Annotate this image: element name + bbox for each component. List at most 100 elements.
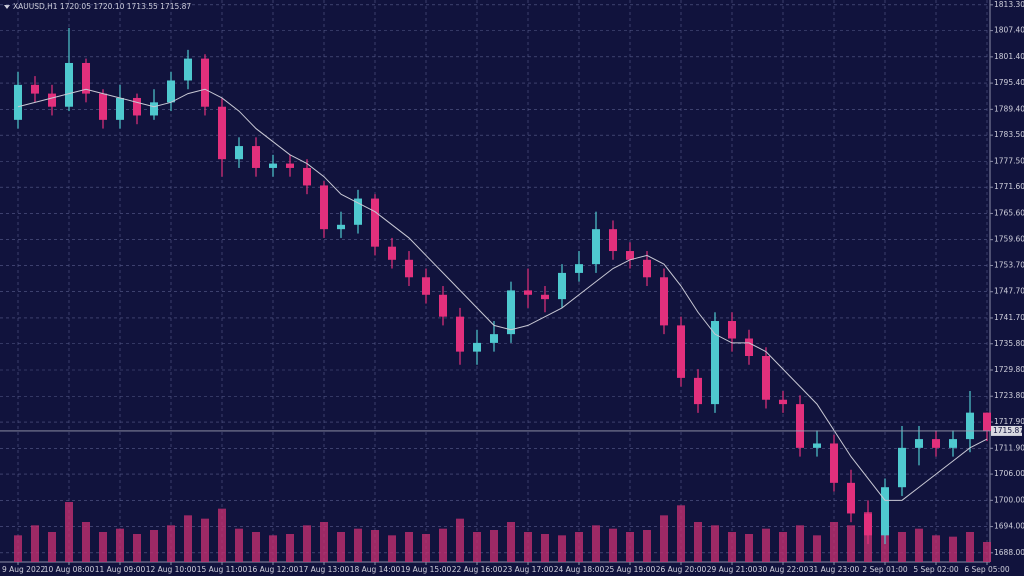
volume-bar — [286, 534, 294, 562]
x-tick-label: 30 Aug 22:00 — [758, 565, 809, 574]
candle-body — [422, 277, 430, 295]
volume-bar — [728, 532, 736, 562]
volume-bar — [99, 532, 107, 562]
x-tick-label: 26 Aug 20:00 — [656, 565, 707, 574]
volume-bar — [779, 532, 787, 562]
candle-body — [728, 321, 736, 339]
volume-bar — [796, 525, 804, 562]
y-tick-label: 1795.40 — [994, 78, 1024, 87]
y-tick-label: 1807.40 — [994, 26, 1024, 35]
y-tick-label: 1801.40 — [994, 52, 1024, 61]
moving-average — [17, 88, 988, 501]
candle-body — [830, 443, 838, 483]
volume-bar — [524, 532, 532, 562]
volume-bar — [609, 528, 617, 562]
candle-body — [82, 62, 90, 94]
candle-body — [524, 290, 532, 295]
x-tick-label: 29 Aug 21:00 — [707, 565, 758, 574]
candle-body — [762, 356, 770, 400]
candle-body — [150, 102, 158, 116]
candle-body — [490, 334, 498, 343]
volume-bar — [269, 535, 277, 562]
volume-bar — [48, 532, 56, 562]
volume-bar — [660, 515, 668, 562]
volume-bar — [116, 528, 124, 562]
x-tick-label: 23 Aug 17:00 — [503, 565, 554, 574]
x-tick-label: 25 Aug 19:00 — [605, 565, 656, 574]
y-tick-label: 1694.00 — [994, 522, 1024, 531]
candle-body — [371, 198, 379, 247]
candle-body — [201, 58, 209, 107]
candle-body — [320, 185, 328, 230]
volume-bar — [235, 528, 243, 562]
y-tick-label: 1759.60 — [994, 235, 1024, 244]
y-tick-label: 1783.50 — [994, 130, 1024, 139]
candle-body — [303, 167, 311, 186]
candle-body — [694, 377, 702, 405]
candle-body — [48, 93, 56, 107]
y-tick-label: 1747.70 — [994, 287, 1024, 296]
candle-body — [643, 259, 651, 278]
volume-bar — [371, 530, 379, 562]
volume-bar — [320, 522, 328, 562]
candle-body — [575, 264, 583, 273]
x-tick-label: 15 Aug 11:00 — [197, 565, 248, 574]
candle-body — [235, 146, 243, 160]
volume-bar — [541, 534, 549, 562]
candle-body — [184, 58, 192, 81]
candle-body — [507, 290, 515, 335]
x-tick-label: 31 Aug 23:00 — [809, 565, 860, 574]
candle-body — [541, 294, 549, 300]
candle-body — [439, 294, 447, 317]
y-tick-label: 1729.80 — [994, 365, 1024, 374]
volume-bar — [337, 532, 345, 562]
x-tick-label: 22 Aug 16:00 — [452, 565, 503, 574]
candle-body — [983, 412, 991, 431]
candle-body — [966, 412, 974, 440]
candle-body — [796, 404, 804, 448]
y-tick-label: 1700.00 — [994, 495, 1024, 504]
volume-bar — [762, 528, 770, 562]
volume-bar — [167, 525, 175, 562]
x-tick-label: 6 Sep 05:00 — [964, 565, 1010, 574]
volume-bar — [592, 525, 600, 562]
volume-bar — [745, 534, 753, 562]
volume-bar — [575, 532, 583, 562]
candle-body — [949, 439, 957, 448]
candle-body — [269, 163, 277, 168]
volume-bar — [218, 508, 226, 562]
candle-body — [456, 316, 464, 352]
volume-bar — [626, 532, 634, 562]
candle-body — [31, 84, 39, 94]
volume-bar — [932, 535, 940, 562]
volume-bar — [133, 534, 141, 562]
candle-body — [473, 342, 481, 352]
volume-bar — [643, 530, 651, 562]
candle-body — [65, 62, 73, 107]
volume-bar — [82, 522, 90, 562]
volume-bar — [813, 535, 821, 562]
y-tick-label: 1813.30 — [994, 0, 1024, 9]
candle-body — [167, 80, 175, 103]
volume-bar — [201, 518, 209, 562]
price-label: 1715.87 — [993, 426, 1024, 435]
y-tick-label: 1711.90 — [994, 443, 1024, 452]
candle-body — [388, 246, 396, 260]
volume-bar — [830, 522, 838, 562]
volume-bar — [898, 532, 906, 562]
candle-body — [133, 97, 141, 116]
volume-bar — [150, 530, 158, 562]
volume-bar — [558, 535, 566, 562]
candle-body — [218, 106, 226, 160]
candle-body — [915, 439, 923, 448]
candle-body — [847, 482, 855, 514]
y-tick-label: 1789.40 — [994, 104, 1024, 113]
volume-bar — [422, 534, 430, 562]
candle-body — [252, 146, 260, 168]
candle-body — [660, 277, 668, 326]
x-tick-label: 5 Sep 02:00 — [913, 565, 959, 574]
volume-bar — [473, 532, 481, 562]
y-tick-label: 1717.90 — [994, 417, 1024, 426]
price-label-box — [991, 425, 1022, 436]
